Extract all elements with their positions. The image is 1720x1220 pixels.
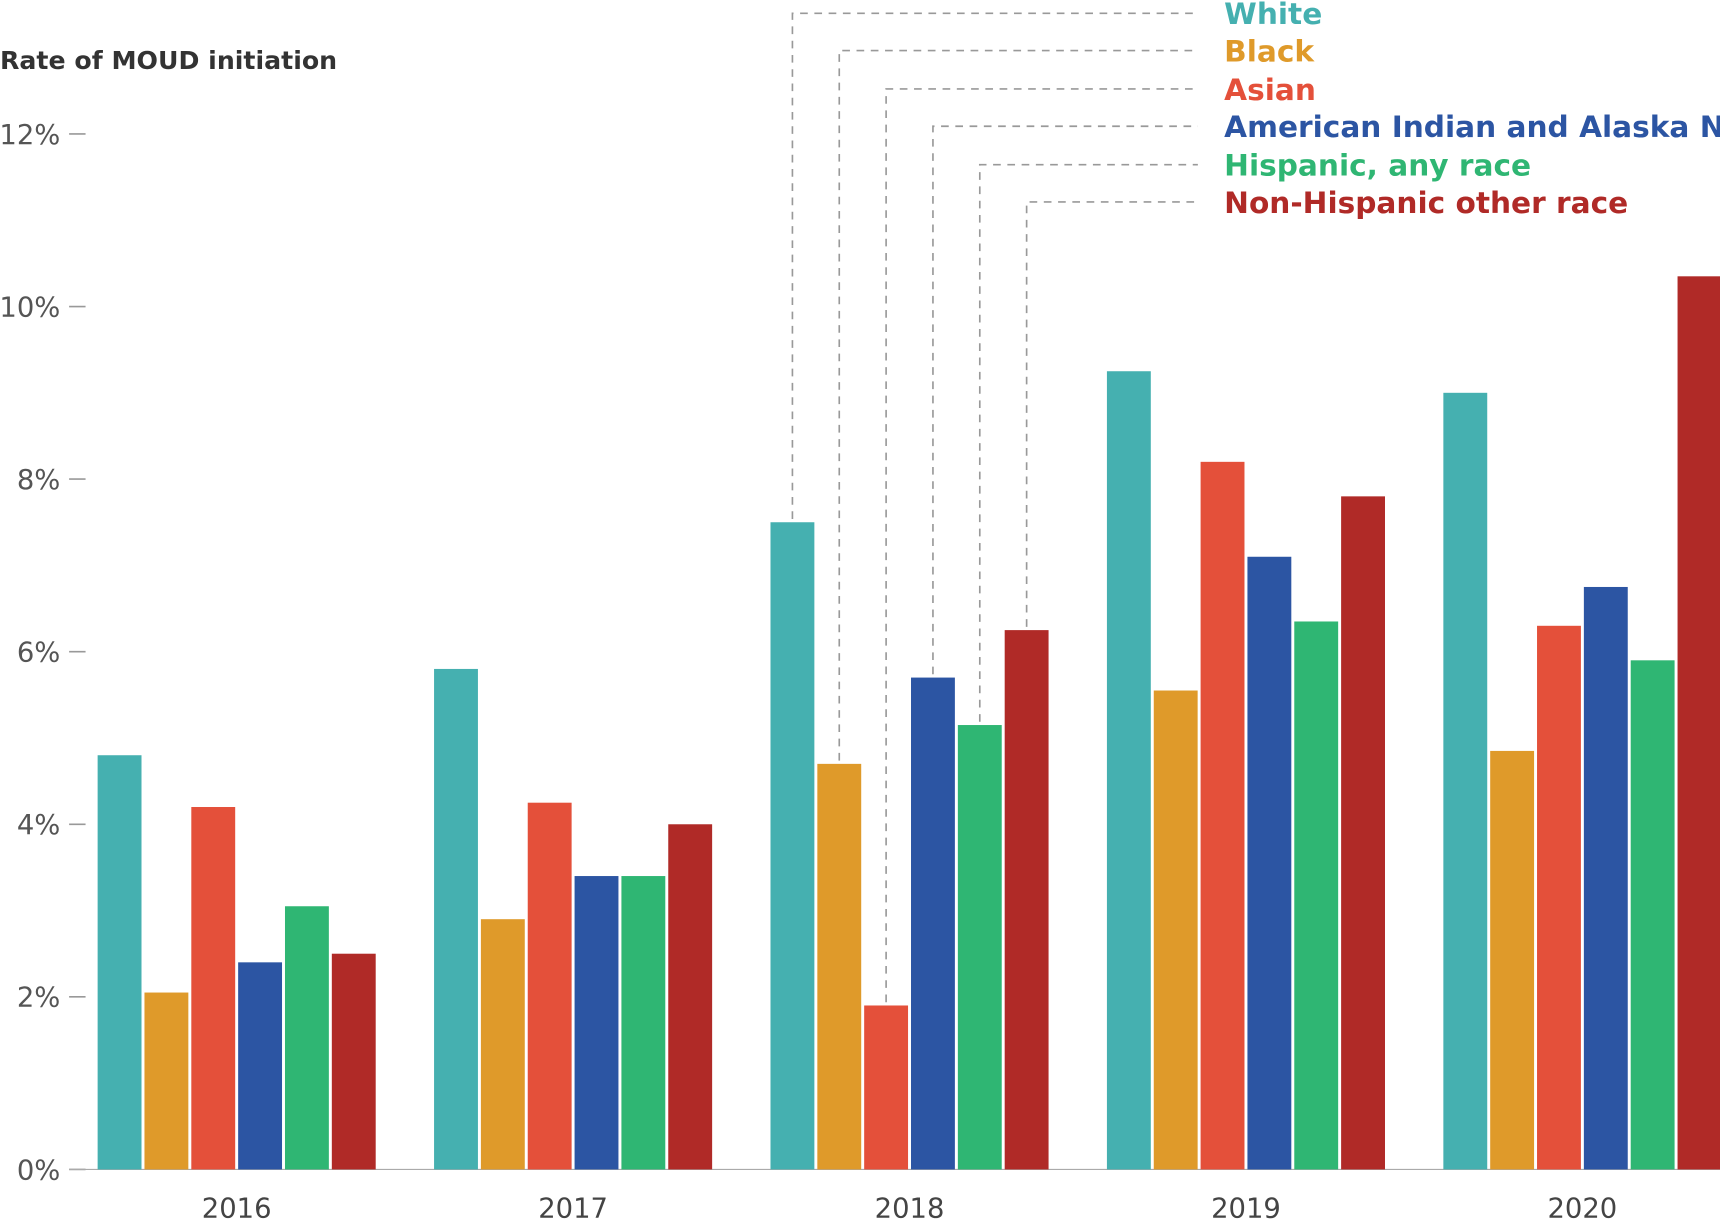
bar-2020-white [1443,392,1488,1170]
bar-2018-american-indian-and-alaska-native [911,677,955,1170]
legend-entry: Asian [1224,73,1316,107]
bar-2019-american-indian-and-alaska-native [1247,556,1292,1170]
x-tick-label: 2017 [538,1194,608,1220]
y-tick-label: 6% [17,638,60,669]
bar-2017-black [480,919,525,1170]
legend-leader-lines [791,12,1198,1003]
bars [97,276,1720,1170]
y-tick-label: 12% [0,120,60,151]
bar-2016-black [144,992,189,1170]
bar-2019-white [1106,371,1151,1170]
bar-2016-american-indian-and-alaska-native [238,962,283,1170]
bar-2017-non-hispanic-other-race [668,824,713,1170]
x-axis: 2016 2017 2018 2019 2020 [202,1194,1617,1220]
y-tick-label: 10% [0,292,60,323]
legend-entry: Hispanic, any race [1224,149,1531,183]
legend-entry: White [1224,0,1322,31]
bar-2019-hispanic-any-race [1294,621,1339,1170]
y-tick-label: 2% [17,983,60,1014]
bar-2016-asian [191,807,236,1170]
bar-2020-asian [1537,625,1581,1170]
bar-2018-hispanic-any-race [957,725,1002,1170]
bar-2016-hispanic-any-race [284,906,329,1170]
leader-line [885,88,1198,1003]
x-tick-label: 2019 [1211,1194,1281,1220]
y-tick-label: 4% [17,810,60,841]
leader-line [978,163,1198,722]
bar-2016-non-hispanic-other-race [331,953,376,1170]
bar-2019-black [1153,690,1198,1170]
bar-2018-asian [864,1005,909,1170]
legend-entry: Black [1224,35,1315,69]
bar-2018-white [770,522,815,1170]
x-tick-label: 2016 [202,1194,272,1220]
leader-line [932,125,1198,675]
bar-2017-white [434,668,478,1170]
x-tick-label: 2020 [1548,1194,1618,1220]
bar-2020-american-indian-and-alaska-native [1583,586,1628,1170]
bar-2020-black [1490,750,1535,1170]
bar-2018-non-hispanic-other-race [1004,630,1049,1170]
bar-2016-white [97,755,142,1170]
legend-entry: American Indian and Alaska Native [1224,110,1720,144]
bar-2019-non-hispanic-other-race [1341,496,1385,1170]
bar-2019-asian [1200,461,1245,1170]
bar-2018-black [817,763,862,1170]
x-tick-label: 2018 [875,1194,945,1220]
legend-entry: Non-Hispanic other race [1224,186,1628,220]
y-tick-label: 0% [17,1155,60,1186]
bar-2017-american-indian-and-alaska-native [574,876,619,1170]
bar-2017-hispanic-any-race [621,876,666,1170]
bar-2020-hispanic-any-race [1630,660,1675,1170]
bar-2017-asian [527,802,572,1170]
y-tick-label: 8% [17,465,60,496]
bar-2020-non-hispanic-other-race [1677,276,1720,1170]
leader-line [791,12,1198,519]
y-axis-label: Rate of MOUD initiation [0,46,337,75]
